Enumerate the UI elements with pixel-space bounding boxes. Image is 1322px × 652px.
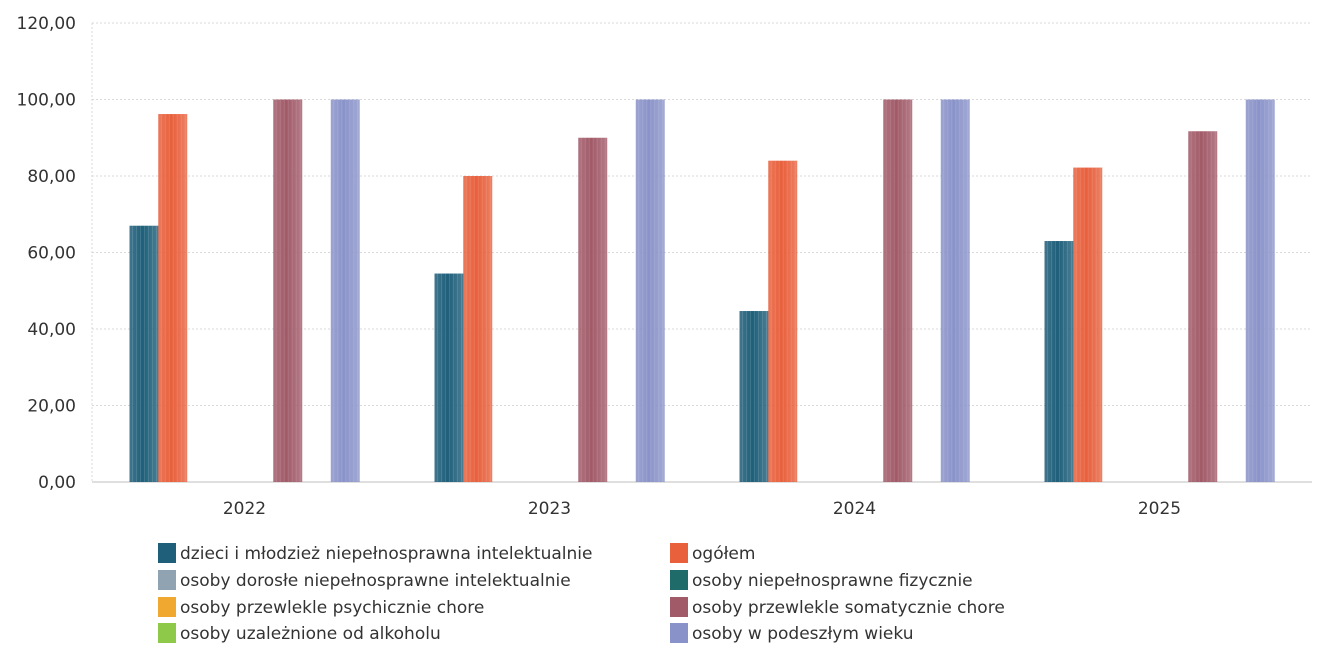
bar-2022-series-0 <box>129 225 159 482</box>
y-tick-label: 100,00 <box>17 91 76 111</box>
y-tick-label: 0,00 <box>38 473 76 493</box>
bar-2025-series-1 <box>1073 167 1103 482</box>
legend-label: osoby przewlekle somatycznie chore <box>692 598 1005 618</box>
x-category-label: 2023 <box>528 499 571 519</box>
legend-swatch <box>158 623 176 643</box>
y-tick-label: 40,00 <box>27 320 76 340</box>
bar-2023-series-7 <box>635 99 665 482</box>
legend-label: osoby przewlekle psychicznie chore <box>180 598 484 618</box>
y-axis-ticks: 0,00 20,00 40,00 60,00 80,00 100,00 120,00 <box>17 14 76 493</box>
legend-label: osoby niepełnosprawne fizycznie <box>692 571 973 591</box>
bars-layer <box>129 99 1275 482</box>
y-tick-label: 80,00 <box>27 167 76 187</box>
legend-swatch <box>670 570 688 590</box>
y-tick-label: 60,00 <box>27 244 76 264</box>
bar-2023-series-1 <box>463 176 493 482</box>
legend-swatch <box>670 543 688 563</box>
legend-swatch <box>158 570 176 590</box>
bar-2024-series-0 <box>739 311 769 482</box>
bar-2023-series-0 <box>434 273 464 482</box>
bar-2022-series-5 <box>273 99 303 482</box>
legend-swatch <box>670 597 688 617</box>
legend-swatch <box>158 543 176 563</box>
bar-2024-series-7 <box>940 99 970 482</box>
legend-swatch <box>670 623 688 643</box>
bar-2025-series-0 <box>1044 241 1074 482</box>
bar-2023-series-5 <box>578 137 608 482</box>
x-category-label: 2022 <box>223 499 266 519</box>
bar-2025-series-7 <box>1245 99 1275 482</box>
bar-2022-series-1 <box>158 114 188 482</box>
bar-2025-series-5 <box>1188 131 1218 482</box>
legend-label: osoby w podeszłym wieku <box>692 624 913 644</box>
legend-label: ogółem <box>692 544 755 564</box>
bar-2024-series-5 <box>883 99 913 482</box>
x-axis-labels: 2022 2023 2024 2025 <box>223 499 1181 519</box>
grid-layer <box>91 22 1312 483</box>
x-category-label: 2024 <box>833 499 876 519</box>
legend-label: dzieci i młodzież niepełnosprawna intele… <box>180 544 592 564</box>
y-tick-label: 120,00 <box>17 14 76 34</box>
legend-label: osoby uzależnione od alkoholu <box>180 624 441 644</box>
legend-swatch <box>158 597 176 617</box>
legend-label: osoby dorosłe niepełnosprawne intelektua… <box>180 571 571 591</box>
bar-2022-series-7 <box>330 99 360 482</box>
bar-2024-series-1 <box>768 160 798 482</box>
y-tick-label: 20,00 <box>27 397 76 417</box>
x-category-label: 2025 <box>1138 499 1181 519</box>
legend: dzieci i młodzież niepełnosprawna intele… <box>158 543 1005 644</box>
